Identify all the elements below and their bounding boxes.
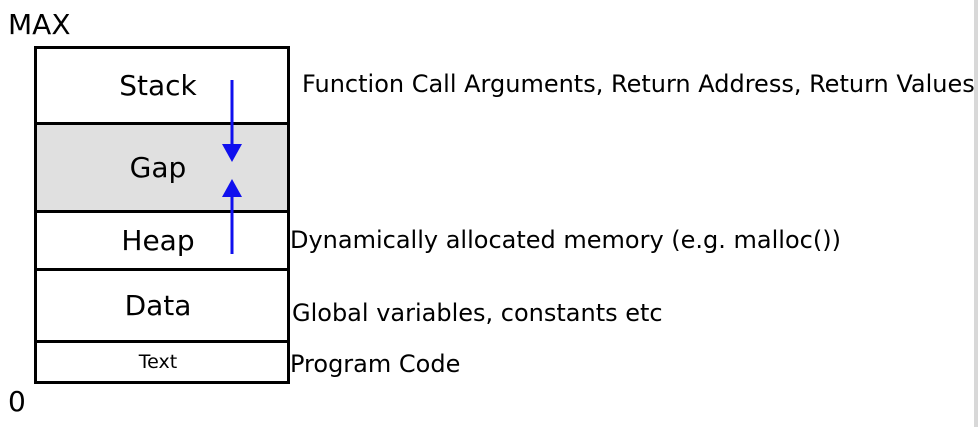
- text-segment: Text: [37, 343, 287, 381]
- stack-segment: Stack: [37, 49, 287, 125]
- text-description: Program Code: [290, 350, 461, 378]
- heap-description: Dynamically allocated memory (e.g. mallo…: [290, 226, 841, 254]
- zero-address-label: 0: [8, 385, 26, 418]
- gap-segment: Gap: [37, 125, 287, 213]
- data-segment: Data: [37, 271, 287, 343]
- data-segment-label: Data: [124, 289, 192, 322]
- text-segment-label: Text: [138, 351, 178, 373]
- memory-layout-diagram: Stack Gap Heap Data Text: [34, 46, 290, 384]
- stack-description: Function Call Arguments, Return Address,…: [302, 70, 975, 98]
- heap-segment: Heap: [37, 213, 287, 271]
- right-edge-divider: [974, 0, 978, 427]
- max-address-label: MAX: [8, 8, 71, 41]
- heap-segment-label: Heap: [121, 224, 195, 257]
- data-description: Global variables, constants etc: [292, 299, 663, 327]
- gap-segment-label: Gap: [129, 151, 187, 184]
- stack-segment-label: Stack: [119, 69, 197, 102]
